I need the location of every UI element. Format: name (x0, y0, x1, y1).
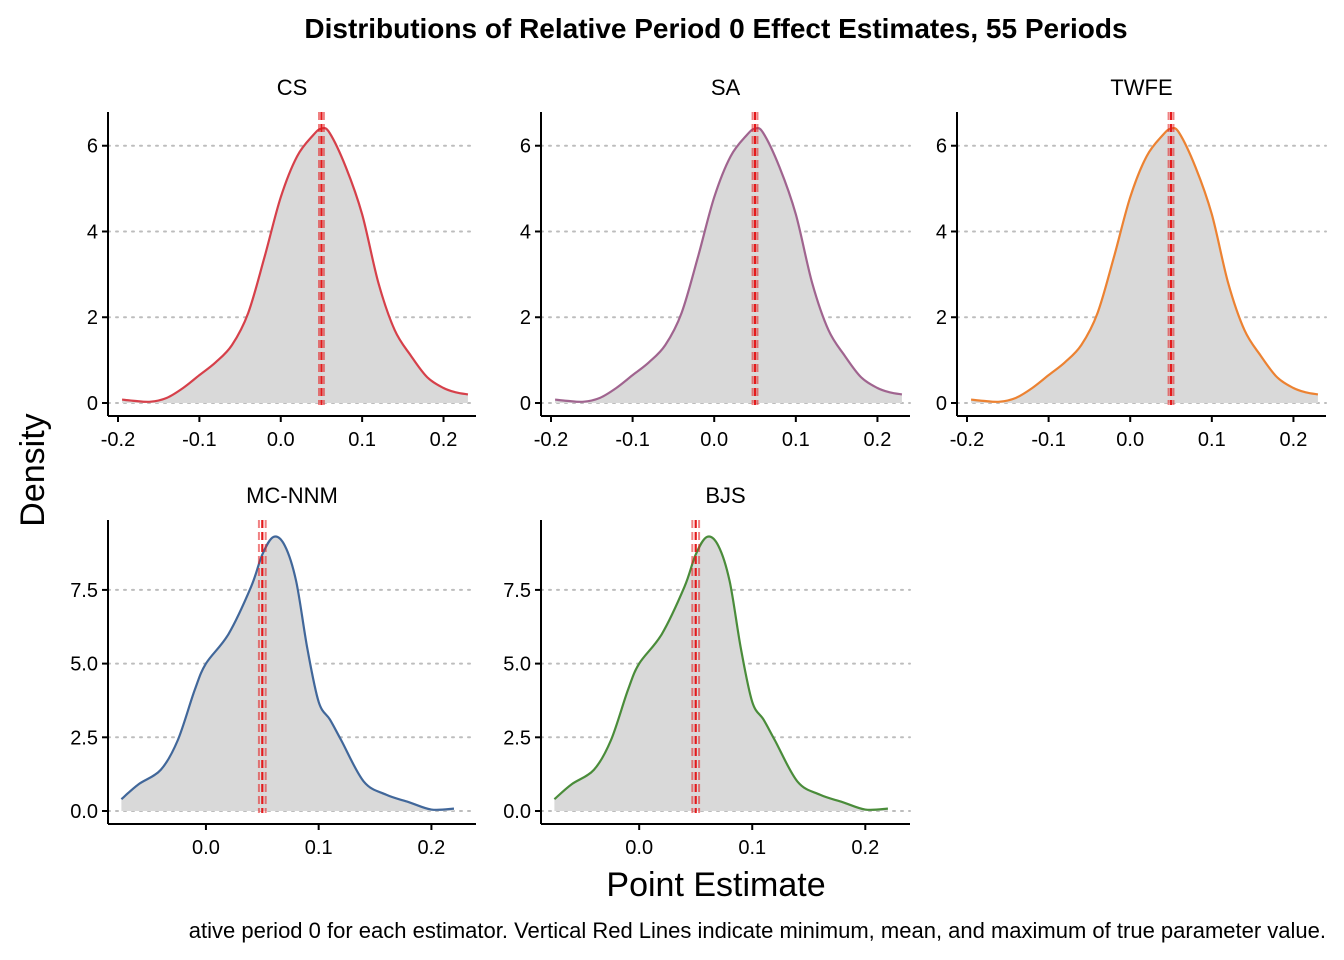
panel-title-cs: CS (277, 75, 308, 100)
y-tick-label: 2 (936, 307, 947, 329)
y-axis-title: Density (14, 413, 52, 526)
x-tick-label: 0.2 (430, 429, 458, 451)
x-tick-label: -0.1 (1031, 429, 1065, 451)
panel-sa: SA 0 2 4 6 -0.2 -0.1 0.0 0.1 0.2 (520, 75, 911, 451)
panels: CS 0 2 4 6 -0.2 -0.1 0.0 0.1 0.2 SA 0 2 4 6 -0.2 -0.1 0.0… (70, 75, 1327, 859)
density-area (555, 128, 902, 403)
x-tick-label: 0.1 (1198, 429, 1226, 451)
x-tick-label: 0.1 (782, 429, 810, 451)
y-tick-label: 6 (520, 136, 531, 158)
y-tick-label: 5.0 (503, 654, 531, 676)
x-tick-label: 0.0 (1116, 429, 1144, 451)
y-tick-label: 2.5 (70, 727, 98, 749)
x-tick-label: -0.1 (182, 429, 216, 451)
density-area (971, 128, 1318, 403)
y-tick-label: 0 (936, 393, 947, 415)
x-tick-label: -0.2 (534, 429, 568, 451)
y-tick-label: 0.0 (503, 801, 531, 823)
density-line (120, 535, 455, 811)
panel-title-sa: SA (711, 75, 741, 100)
x-tick-label: 0.0 (192, 837, 220, 859)
density-area (122, 128, 468, 403)
x-tick-label: 0.1 (305, 837, 333, 859)
x-tick-label: 0.1 (348, 429, 376, 451)
panel-title-mc-nnm: MC-NNM (246, 483, 338, 508)
y-tick-label: 0 (87, 393, 98, 415)
density-area (121, 536, 454, 811)
panel-cs: CS 0 2 4 6 -0.2 -0.1 0.0 0.1 0.2 (87, 75, 477, 451)
x-tick-label: 0.0 (700, 429, 728, 451)
panel-title-twfe: TWFE (1110, 75, 1172, 100)
x-tick-label: 0.2 (1280, 429, 1308, 451)
panel-mc-nnm: MC-NNM 0.0 2.5 5.0 7.5 0.0 0.1 0.2 (70, 483, 477, 859)
panel-title-bjs: BJS (705, 483, 745, 508)
y-tick-label: 7.5 (70, 580, 98, 602)
y-tick-label: 4 (936, 221, 947, 243)
x-tick-label: 0.2 (851, 837, 879, 859)
panel-twfe: TWFE 0 2 4 6 -0.2 -0.1 0.0 0.1 0.2 (936, 75, 1327, 451)
y-tick-label: 0 (520, 393, 531, 415)
y-tick-label: 7.5 (503, 580, 531, 602)
x-tick-label: -0.1 (615, 429, 649, 451)
y-tick-label: 5.0 (70, 654, 98, 676)
density-line (121, 126, 469, 403)
density-line (553, 535, 888, 811)
y-tick-label: 4 (87, 221, 98, 243)
x-tick-label: -0.2 (101, 429, 135, 451)
x-tick-label: -0.2 (950, 429, 984, 451)
y-tick-label: 0.0 (70, 801, 98, 823)
x-axis-title: Point Estimate (606, 866, 825, 904)
figure-title: Distributions of Relative Period 0 Effec… (304, 13, 1127, 44)
y-tick-label: 2 (87, 307, 98, 329)
density-area (554, 536, 888, 811)
density-line (554, 126, 903, 403)
x-tick-label: 0.0 (267, 429, 295, 451)
panel-bjs: BJS 0.0 2.5 5.0 7.5 0.0 0.1 0.2 (503, 483, 911, 859)
y-tick-label: 6 (87, 136, 98, 158)
y-tick-label: 4 (520, 221, 531, 243)
x-tick-label: 0.2 (864, 429, 892, 451)
y-tick-label: 2.5 (503, 727, 531, 749)
density-line (970, 126, 1319, 403)
y-tick-label: 2 (520, 307, 531, 329)
x-tick-label: 0.2 (418, 837, 446, 859)
x-tick-label: 0.0 (625, 837, 653, 859)
figure-caption: ative period 0 for each estimator. Verti… (189, 918, 1326, 943)
y-tick-label: 6 (936, 136, 947, 158)
x-tick-label: 0.1 (738, 837, 766, 859)
